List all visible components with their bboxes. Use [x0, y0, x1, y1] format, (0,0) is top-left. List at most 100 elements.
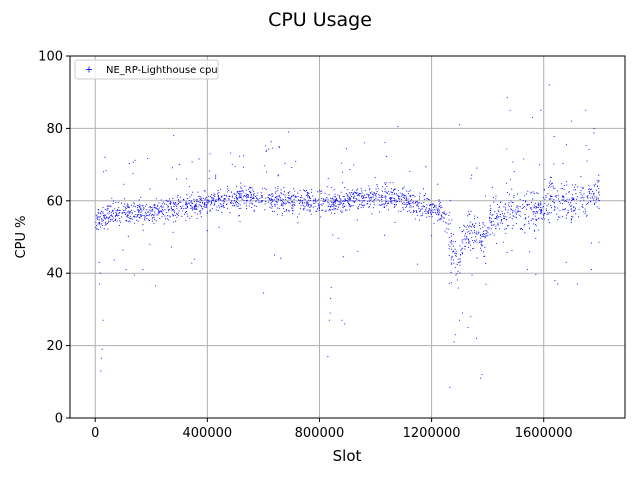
data-point: [394, 205, 396, 207]
legend-marker: [86, 66, 92, 73]
data-point: [303, 209, 305, 211]
data-point: [200, 196, 202, 198]
data-point: [281, 213, 284, 215]
data-point: [348, 205, 350, 207]
data-point: [470, 244, 472, 246]
x-tick-label: 1600000: [515, 426, 573, 441]
data-point: [552, 187, 554, 189]
data-point: [274, 187, 276, 189]
data-point: [138, 210, 140, 212]
data-point: [311, 188, 313, 191]
data-point: [344, 187, 346, 189]
data-point: [374, 199, 376, 201]
data-point: [154, 219, 156, 221]
data-point: [357, 208, 359, 210]
data-point: [496, 213, 498, 215]
data-point: [367, 203, 369, 205]
data-point: [385, 182, 387, 184]
data-point: [240, 195, 242, 197]
data-point: [238, 197, 240, 199]
data-point: [235, 186, 237, 188]
data-point: [322, 200, 324, 202]
data-point: [132, 172, 134, 175]
data-point: [373, 201, 375, 203]
data-point: [111, 214, 113, 216]
data-point: [169, 216, 171, 218]
data-point: [389, 181, 391, 184]
data-point: [352, 192, 354, 194]
data-point: [308, 209, 310, 211]
data-point: [460, 249, 462, 251]
data-point: [523, 225, 525, 227]
data-point: [214, 201, 216, 203]
data-point: [327, 201, 329, 204]
data-point: [336, 197, 338, 199]
data-point: [194, 206, 196, 208]
data-point: [314, 198, 317, 200]
data-point: [330, 200, 332, 202]
data-point: [173, 210, 175, 212]
data-point: [494, 218, 497, 220]
legend: NE_RP-Lighthouse cpu: [74, 59, 219, 80]
data-point: [310, 204, 312, 206]
data-point: [481, 245, 483, 247]
data-point: [416, 210, 418, 213]
data-point: [340, 200, 342, 202]
data-point: [550, 205, 552, 207]
data-point: [341, 210, 343, 212]
data-point: [341, 162, 343, 164]
data-point: [353, 198, 355, 200]
data-point: [318, 209, 320, 212]
data-point: [186, 198, 188, 200]
data-point: [274, 205, 276, 207]
data-point: [479, 240, 481, 242]
data-point: [515, 216, 518, 218]
data-point: [280, 199, 282, 201]
data-point: [347, 202, 349, 204]
data-point: [168, 200, 170, 202]
x-axis-label: Slot: [333, 447, 362, 465]
data-point: [164, 203, 166, 205]
data-point: [98, 219, 100, 221]
data-point: [267, 196, 269, 198]
data-point: [450, 233, 452, 235]
data-point: [495, 195, 497, 197]
data-point: [437, 209, 439, 211]
data-point: [593, 202, 596, 204]
data-point: [432, 209, 434, 211]
data-point: [249, 200, 251, 202]
data-point: [137, 206, 139, 209]
data-point: [535, 274, 537, 276]
data-point: [428, 207, 430, 210]
data-point: [207, 202, 210, 204]
data-point: [100, 226, 102, 228]
data-point: [140, 196, 142, 198]
data-point: [136, 219, 138, 221]
data-point: [240, 182, 242, 184]
data-point: [526, 203, 528, 205]
data-point: [282, 200, 284, 202]
data-point: [200, 211, 202, 213]
data-point: [118, 224, 121, 226]
data-point: [481, 236, 483, 238]
data-point: [554, 279, 556, 281]
data-point: [545, 208, 547, 210]
data-point: [175, 220, 177, 222]
data-point: [278, 207, 280, 209]
data-point: [489, 233, 491, 235]
data-point: [407, 211, 409, 213]
data-point: [593, 132, 595, 134]
data-point: [553, 201, 555, 203]
data-point: [326, 186, 328, 188]
data-point: [322, 203, 324, 205]
data-point: [516, 205, 518, 207]
data-point: [397, 190, 399, 192]
data-point: [320, 216, 322, 218]
data-point: [204, 199, 206, 201]
data-point: [379, 195, 381, 197]
data-point: [476, 216, 479, 218]
data-point: [175, 178, 178, 180]
data-point: [370, 198, 372, 200]
data-point: [174, 203, 176, 205]
data-point: [380, 196, 382, 198]
